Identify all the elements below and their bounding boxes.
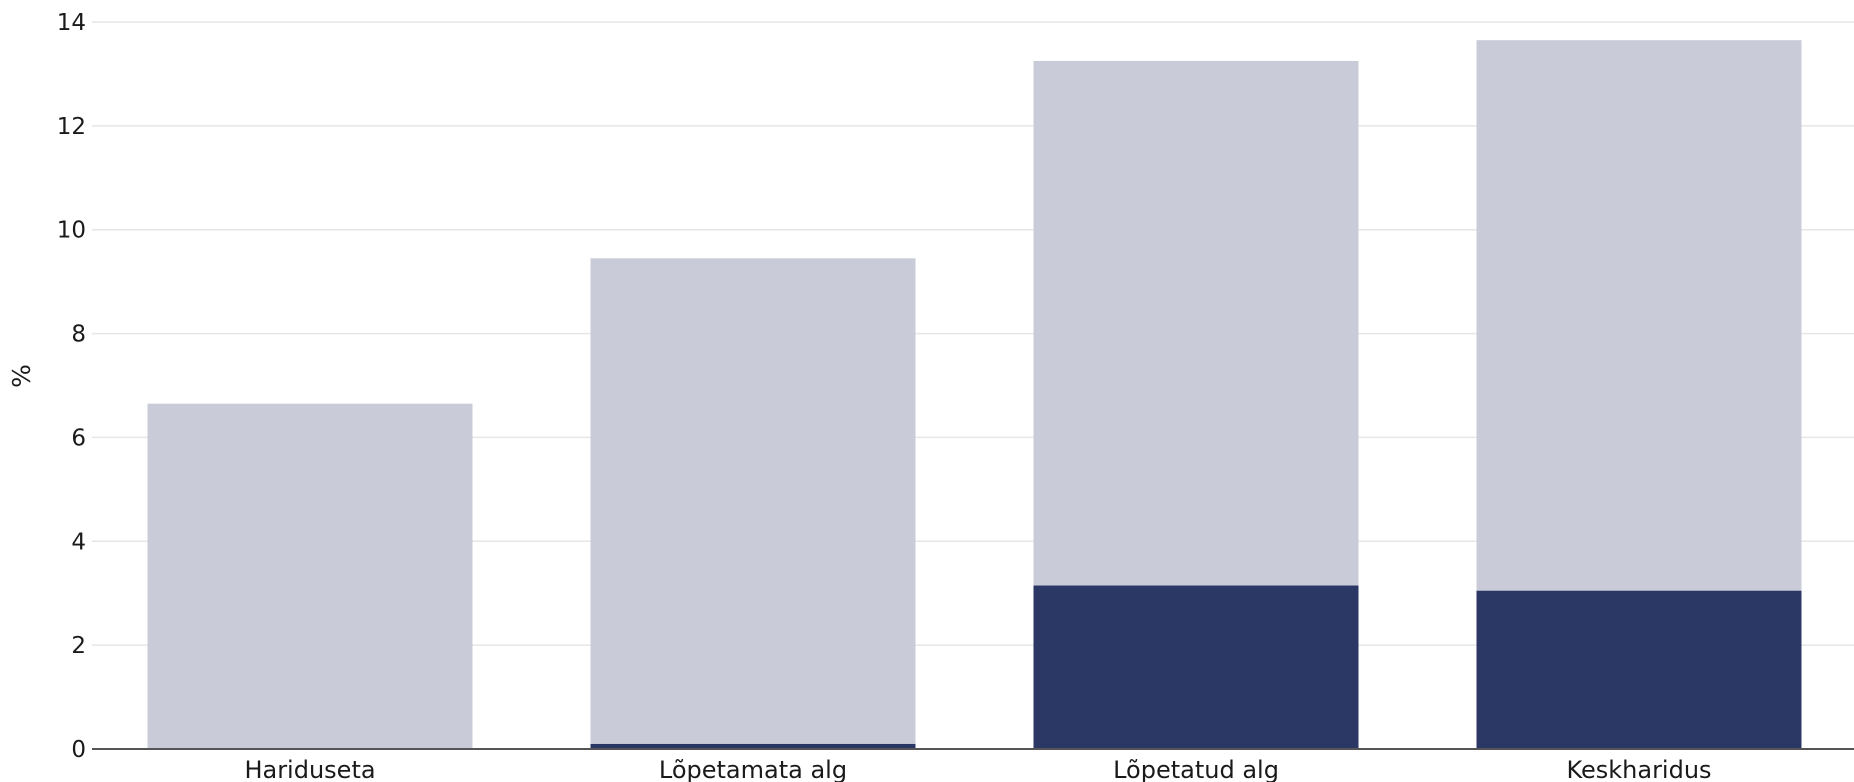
bar-series	[147, 40, 1802, 749]
y-axis-title: %	[7, 364, 36, 388]
x-axis-category-labels: Hariduseta Lõpetamata alg Lõpetatud alg Kes…	[244, 756, 1711, 782]
x-category-label: Hariduseta	[244, 756, 375, 782]
y-tick-label: 6	[71, 425, 86, 451]
x-category-label: Lõpetamata alg	[659, 756, 847, 782]
y-axis-tick-labels: 0 2 4 6 8 10 12 14	[57, 10, 86, 763]
y-tick-label: 4	[71, 529, 86, 555]
x-category-label: Keskharidus	[1566, 756, 1711, 782]
y-tick-label: 2	[71, 633, 86, 659]
y-tick-label: 10	[57, 218, 86, 244]
bar-segment	[590, 258, 916, 744]
y-tick-label: 0	[71, 737, 86, 763]
y-tick-label: 8	[71, 322, 86, 348]
bar-segment	[590, 743, 916, 749]
y-tick-label: 14	[57, 10, 86, 36]
bar-segment	[1476, 40, 1802, 591]
x-category-label: Lõpetatud alg	[1113, 756, 1279, 782]
bar-segment	[1033, 60, 1359, 586]
bar-segment	[147, 403, 473, 749]
bar-segment	[1033, 585, 1359, 749]
bar-segment	[1476, 590, 1802, 749]
y-tick-label: 12	[57, 114, 86, 140]
